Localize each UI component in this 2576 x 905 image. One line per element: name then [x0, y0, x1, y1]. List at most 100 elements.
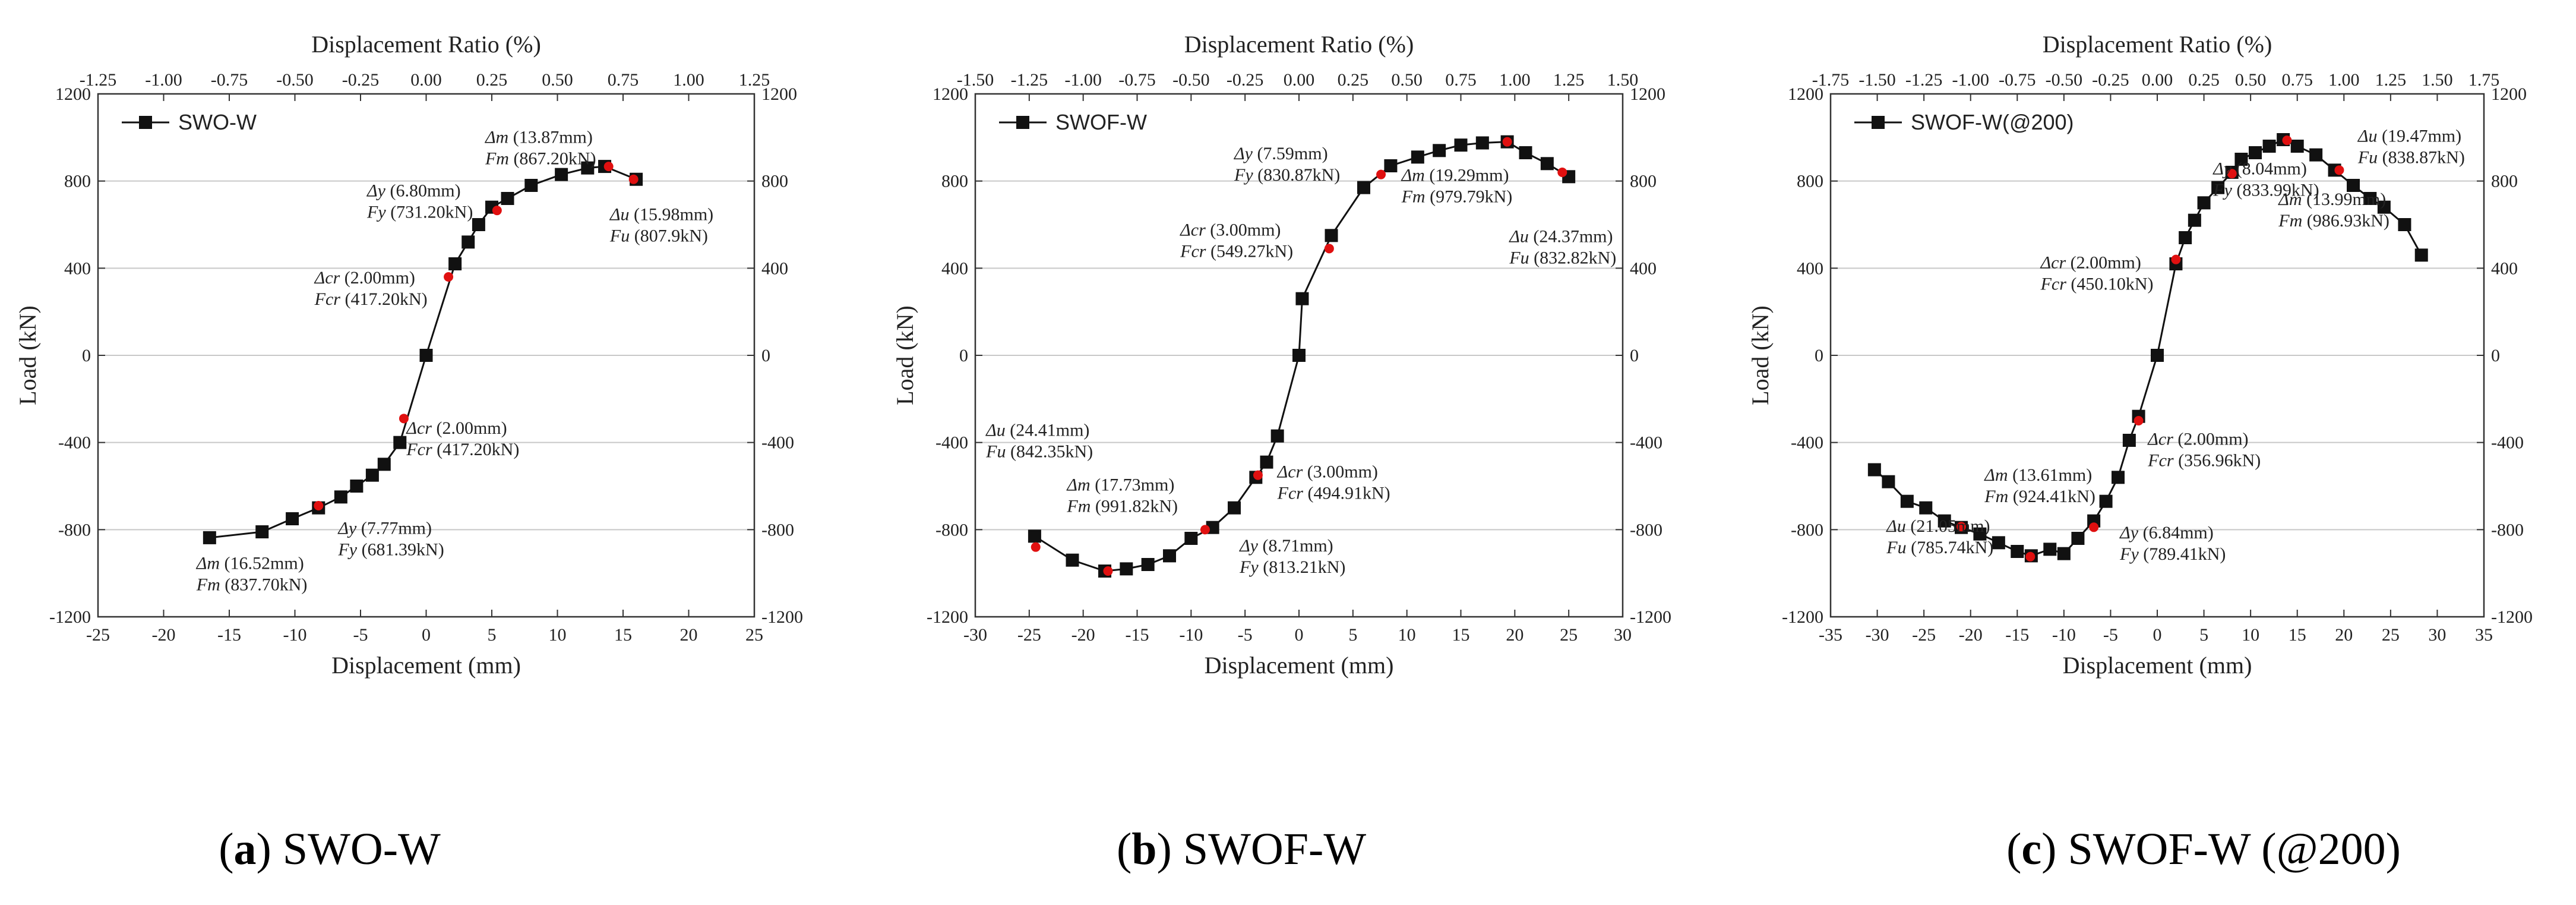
annotation-symbol: Δu: [1509, 226, 1529, 246]
top-tick-label: 1.25: [1553, 70, 1585, 90]
x-axis-label: Displacement (mm): [1205, 652, 1394, 679]
annotation-symbol: Fm: [196, 575, 220, 594]
top-tick-label: -0.25: [2092, 70, 2129, 90]
top-tick-label: -1.75: [1812, 70, 1850, 90]
annotation-value: (789.41kN): [2139, 544, 2226, 564]
y-tick-label: 400: [64, 258, 91, 278]
annotation-value: (785.74kN): [1907, 538, 1994, 557]
feature-point: [444, 272, 454, 282]
data-point: [1141, 558, 1155, 571]
annotation-symbol: Fy: [337, 540, 357, 560]
annotation-line: Fm (986.93kN): [2278, 211, 2389, 231]
x-tick-label: -20: [152, 625, 176, 645]
data-point: [334, 490, 347, 504]
top-tick-label: -1.25: [1011, 70, 1048, 90]
annotation-line: Fcr (494.91kN): [1277, 483, 1390, 503]
annotation-symbol: Δcr: [1277, 462, 1303, 481]
feature-point: [2134, 416, 2144, 425]
data-point: [1919, 501, 1933, 515]
annotation-symbol: Δu: [1886, 516, 1906, 536]
y-tick-label-right: -800: [1630, 520, 1662, 540]
top-tick-label: -0.50: [2046, 70, 2083, 90]
top-tick-label: 0.00: [410, 70, 442, 90]
data-point: [2179, 231, 2192, 244]
top-tick-label: -1.50: [1858, 70, 1896, 90]
x-axis-label: Displacement (mm): [331, 652, 521, 679]
legend-label: SWOF-W: [1055, 110, 1147, 134]
x-tick-label: -10: [1179, 625, 1203, 645]
data-point: [501, 192, 514, 205]
y-tick-label: -1200: [49, 607, 91, 627]
annotation-symbol: Fm: [2278, 211, 2302, 231]
feature-point: [492, 206, 502, 216]
annotation-line: Δcr (2.00mm): [406, 418, 507, 438]
data-point: [2071, 532, 2085, 545]
top-tick-label: 1.00: [1499, 70, 1531, 90]
annotation-line: Δm (13.61mm): [1984, 465, 2092, 485]
annotation-symbol: Fu: [1509, 248, 1529, 267]
annotation-value: (681.39kN): [357, 540, 444, 560]
annotation-line: Δm (16.52mm): [196, 553, 304, 573]
annotation-value: (867.20kN): [509, 149, 596, 169]
annotation-value: (830.87kN): [1253, 165, 1341, 185]
y-tick-label-right: 0: [761, 346, 770, 365]
annotation-value: (979.79kN): [1426, 187, 1513, 207]
annotation-line: Δcr (2.00mm): [2147, 429, 2248, 449]
annotation-value: (3.00mm): [1206, 220, 1281, 239]
data-point: [1411, 150, 1424, 164]
feature-point: [1200, 525, 1210, 535]
annotation-symbol: Fm: [1984, 487, 2008, 506]
annotation-symbol: Δcr: [2147, 429, 2173, 449]
x-tick-label: -15: [1126, 625, 1149, 645]
annotation-symbol: Δy: [1239, 536, 1259, 556]
annotation-value: (24.41mm): [1006, 421, 1090, 440]
y-tick-label: 800: [1797, 172, 1823, 191]
y-tick-label: -800: [1791, 520, 1823, 540]
annotation-symbol: Δm: [196, 553, 220, 573]
feature-point: [2089, 522, 2099, 532]
data-point: [1325, 229, 1338, 242]
annotation-value: (356.96kN): [2174, 450, 2261, 470]
annotation-line: Δy (6.80mm): [366, 181, 461, 200]
annotation-symbol: Δcr: [1180, 220, 1206, 239]
feature-point: [1502, 137, 1512, 147]
x-tick-label: 20: [1506, 625, 1524, 645]
annotation-value: (13.61mm): [2008, 465, 2093, 485]
annotation-symbol: Δy: [2212, 159, 2232, 179]
annotation-line: Δy (8.71mm): [1239, 536, 1333, 556]
x-tick-label: 5: [488, 625, 497, 645]
x-tick-label: 20: [2335, 625, 2353, 645]
annotation-line: Fy (681.39kN): [337, 540, 444, 560]
annotation-line: Fm (991.82kN): [1066, 496, 1178, 516]
data-point: [2211, 181, 2225, 194]
data-point: [350, 480, 364, 493]
annotation-line: Δm (13.87mm): [485, 128, 593, 147]
annotation-line: Fcr (450.10kN): [2040, 274, 2154, 294]
data-point: [524, 179, 538, 192]
data-point: [419, 349, 433, 362]
data-point: [448, 257, 462, 270]
annotation-line: Δu (24.37mm): [1509, 226, 1613, 246]
annotation-line: Δy (7.77mm): [337, 519, 432, 538]
x-tick-label: 25: [745, 625, 763, 645]
top-tick-label: -0.25: [342, 70, 380, 90]
feature-point: [2227, 169, 2237, 179]
legend-marker: [1016, 116, 1029, 129]
y-tick-label: 1200: [933, 84, 968, 104]
top-tick-label: 1.50: [2422, 70, 2453, 90]
data-point: [1292, 349, 1306, 362]
x-tick-label: 20: [680, 625, 698, 645]
x-tick-label: -5: [2103, 625, 2118, 645]
data-point: [365, 468, 379, 482]
annotation-symbol: Δm: [2278, 190, 2302, 209]
data-point: [555, 168, 568, 181]
annotation-line: Δm (19.29mm): [1401, 166, 1509, 185]
top-tick-label: -1.00: [1952, 70, 1989, 90]
annotation-line: Fm (924.41kN): [1984, 487, 2095, 506]
top-tick-label: -1.50: [957, 70, 994, 90]
annotation-value: (8.04mm): [2232, 159, 2307, 179]
annotation-symbol: Δm: [1401, 166, 1425, 185]
data-point: [2112, 471, 2125, 484]
top-axis-label: Displacement Ratio (%): [1184, 31, 1414, 58]
annotation-value: (417.20kN): [432, 440, 520, 459]
